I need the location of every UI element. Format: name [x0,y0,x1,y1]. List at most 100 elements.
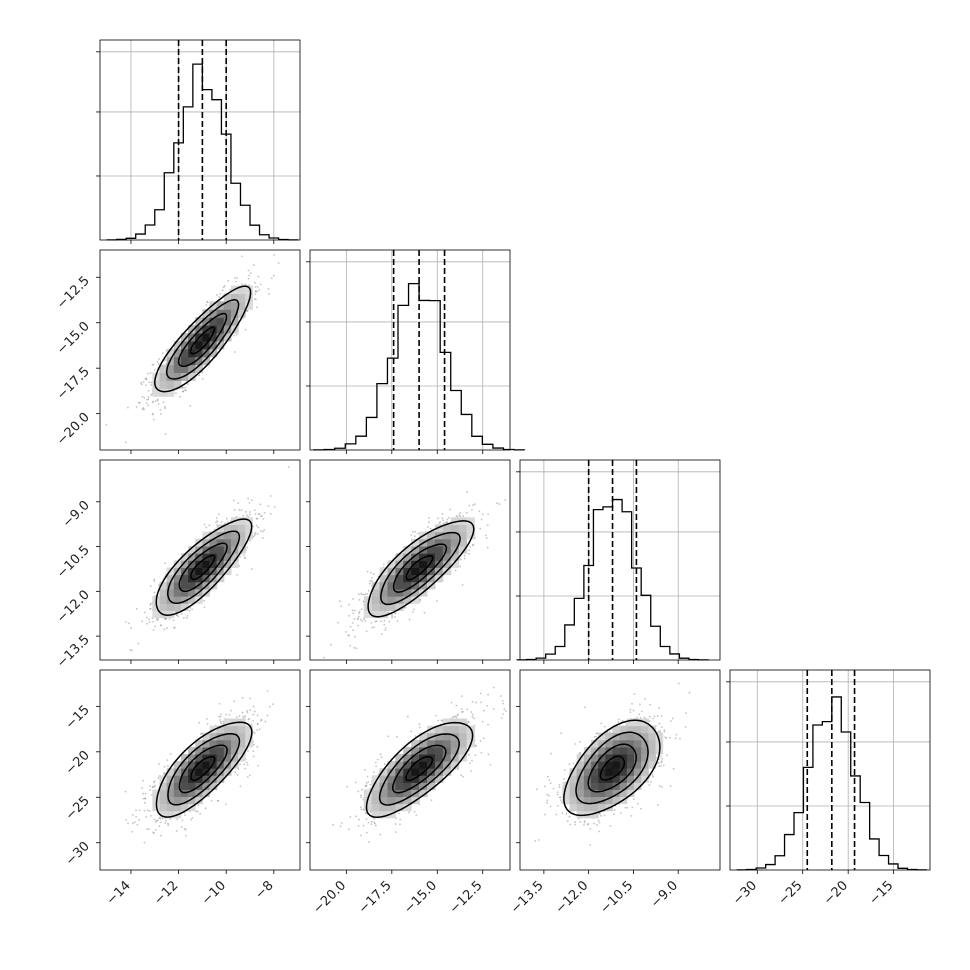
density-cell [230,761,239,769]
scatter-point [366,593,369,595]
scatter-point [358,610,361,613]
scatter-point [241,696,244,699]
scatter-point [358,612,360,615]
scatter-point [572,762,575,765]
density-cell [180,603,189,611]
scatter-point [168,618,171,620]
density-cell [159,581,168,590]
density-cell [403,796,412,805]
density-cell [159,796,168,805]
scatter-point [419,598,422,601]
density-cell [159,388,168,397]
density-cell [612,782,621,790]
scatter-point [267,505,270,508]
scatter-point [481,720,484,723]
scatter-point [466,708,469,711]
scatter-point [149,789,152,792]
scatter-point [337,621,339,624]
density-cell [223,553,232,561]
scatter-point [462,515,465,517]
scatter-point [135,607,138,610]
density-cell [371,782,381,790]
scatter-point [574,743,577,745]
scatter-point [563,769,566,771]
scatter-point [660,715,663,717]
scatter-point [471,700,474,703]
scatter-point [253,533,256,535]
scatter-point [556,791,559,794]
scatter-point [384,627,387,629]
scatter-point [589,844,592,846]
scatter-point [390,613,393,616]
scatter-point [151,413,154,416]
scatter-point [467,721,470,724]
y-tick-label: −15.0 [54,319,93,358]
scatter-point [447,516,450,519]
density-cell [152,388,161,397]
density-cell [159,596,168,604]
scatter-point [129,648,132,651]
scatter-point [427,526,429,528]
density-cell [173,340,182,350]
scatter-point [648,784,651,787]
density-cell [238,739,246,748]
density-cell [159,803,168,812]
scatter-point [153,786,156,789]
scatter-point [154,820,157,823]
density-cell [195,348,203,358]
scatter-point [652,775,655,778]
density-cell [648,739,657,748]
scatter-point [486,524,489,527]
scatter-point [669,785,672,788]
scatter-point [640,710,643,713]
scatter-point [658,707,661,710]
y-tick-label: −20 [63,748,93,778]
scatter-point [164,617,167,620]
density-cell [166,603,175,611]
scatter-point [273,254,275,256]
scatter-point [142,797,145,800]
scatter-point [360,796,362,799]
density-cell [419,739,428,748]
density-cell [166,782,175,790]
density-cell [223,545,232,554]
density-cell [458,545,468,554]
scatter-point [181,390,184,393]
density-cell [626,761,635,769]
density-cell [188,596,196,604]
scatter-point [259,530,262,532]
scatter-point [546,793,548,796]
scatter-point [169,753,172,755]
axes-frame [309,459,511,661]
density-cell [159,588,168,597]
density-cell [648,732,657,741]
contour-line [190,554,216,581]
scatter-point [439,521,442,523]
scatter-point [150,384,153,386]
scatter-point [565,813,568,815]
density-cell [403,761,412,769]
density-cell [216,325,225,334]
scatter-point [203,606,206,609]
density-cell [209,746,218,755]
density-cell [173,380,182,389]
density-cell [223,524,232,533]
scatter-point [169,818,172,820]
density-cell [180,588,189,597]
scatter-point [579,821,582,823]
density-cell [466,517,475,525]
density-cell [195,340,203,350]
density-cell [576,768,585,776]
scatter-point [164,822,167,824]
scatter-point [639,703,641,706]
scatter-point [138,401,141,404]
density-cell [619,746,628,755]
scatter-point [437,719,439,722]
scatter-point [252,713,255,716]
scatter-point [146,616,148,619]
scatter-point [152,629,155,631]
scatter-point [644,697,646,700]
scatter-point [658,730,661,732]
scatter-point [664,736,667,739]
scatter-point [144,792,147,795]
